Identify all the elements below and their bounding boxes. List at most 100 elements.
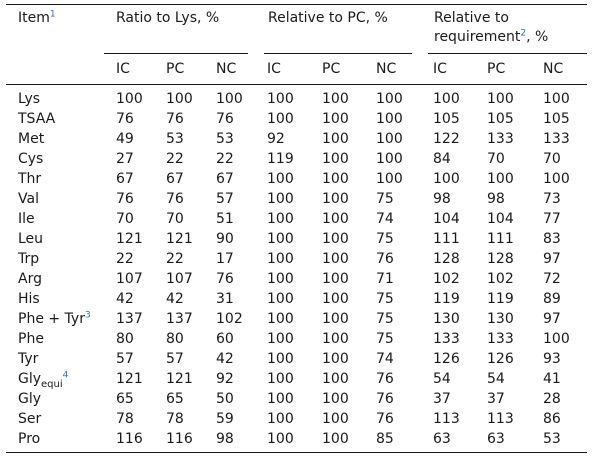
table-cell: 133 (543, 131, 570, 147)
table-cell: 113 (433, 411, 460, 427)
table-cell: 50 (216, 391, 234, 407)
item-name: Gly (18, 371, 42, 387)
subheader-ic: IC (433, 61, 447, 77)
table-cell: 100 (322, 111, 349, 127)
table-cell: 76 (166, 111, 184, 127)
table-cell: 89 (543, 291, 561, 307)
table-cell: 22 (216, 151, 234, 167)
table-cell: 54 (433, 371, 451, 387)
subheader-ic: IC (267, 61, 281, 77)
table-cell: 80 (166, 331, 184, 347)
row-item-label: Leu (18, 231, 43, 247)
table-cell: 41 (543, 371, 561, 387)
table-cell: 128 (433, 251, 460, 267)
table-cell: 53 (166, 131, 184, 147)
subheader-pc: PC (322, 61, 341, 77)
row-item-label: Ile (18, 211, 35, 227)
table-cell: 137 (116, 311, 143, 327)
table-cell: 100 (322, 411, 349, 427)
table-cell: 105 (543, 111, 570, 127)
table-cell: 76 (376, 411, 394, 427)
item-subscript: equi (41, 378, 63, 390)
table-cell: 100 (267, 431, 294, 447)
table-cell: 78 (166, 411, 184, 427)
table-cell: 42 (166, 291, 184, 307)
table-cell: 72 (543, 271, 561, 287)
table-cell: 80 (116, 331, 134, 347)
table-cell: 93 (543, 351, 561, 367)
table-cell: 84 (433, 151, 451, 167)
table-cell: 28 (543, 391, 561, 407)
table-cell: 22 (166, 251, 184, 267)
row-item-label: His (18, 291, 40, 307)
table-cell: 100 (166, 91, 193, 107)
table-cell: 57 (216, 191, 234, 207)
subheader-pc: PC (487, 61, 506, 77)
table-cell: 130 (487, 311, 514, 327)
table-cell: 65 (166, 391, 184, 407)
table-cell: 74 (376, 211, 394, 227)
table-cell: 22 (166, 151, 184, 167)
table-cell: 100 (267, 191, 294, 207)
table-cell: 92 (267, 131, 285, 147)
table-cell: 102 (487, 271, 514, 287)
header-relative-to-requirement-line1: Relative to (434, 10, 509, 26)
table-cell: 53 (216, 131, 234, 147)
table-cell: 100 (376, 151, 403, 167)
table-cell: 67 (166, 171, 184, 187)
table-cell: 126 (433, 351, 460, 367)
table-cell: 97 (543, 311, 561, 327)
table-cell: 100 (322, 271, 349, 287)
table-cell: 57 (116, 351, 134, 367)
table-cell: 119 (487, 291, 514, 307)
table-cell: 100 (116, 91, 143, 107)
table-cell: 121 (166, 231, 193, 247)
table-cell: 78 (116, 411, 134, 427)
table-cell: 75 (376, 331, 394, 347)
table-cell: 100 (322, 311, 349, 327)
row-item-label: Thr (18, 171, 41, 187)
row-item-label: Phe (18, 331, 44, 347)
table-cell: 63 (433, 431, 451, 447)
item-name: Val (18, 191, 39, 207)
row-item-label: Arg (18, 271, 42, 287)
item-name: Cys (18, 151, 44, 167)
row-item-label: Gly (18, 391, 41, 407)
table-cell: 59 (216, 411, 234, 427)
table-cell: 126 (487, 351, 514, 367)
table-cell: 63 (487, 431, 505, 447)
table-cell: 60 (216, 331, 234, 347)
table-cell: 100 (267, 251, 294, 267)
table-cell: 70 (166, 211, 184, 227)
header-ratio-to-lys: Ratio to Lys, % (116, 10, 220, 26)
footnote-marker: 3 (84, 310, 91, 321)
table-cell: 111 (433, 231, 460, 247)
table-cell: 100 (267, 111, 294, 127)
table-cell: 122 (433, 131, 460, 147)
table-cell: 100 (322, 431, 349, 447)
row-item-label: Trp (18, 251, 39, 267)
table-cell: 98 (216, 431, 234, 447)
table-cell: 42 (216, 351, 234, 367)
table-cell: 76 (376, 251, 394, 267)
table-cell: 100 (267, 171, 294, 187)
table-cell: 76 (116, 111, 134, 127)
subheader-pc: PC (166, 61, 185, 77)
group-rule-req (428, 53, 587, 54)
table-cell: 70 (116, 211, 134, 227)
item-name: TSAA (18, 111, 56, 127)
item-name: Pro (18, 431, 41, 447)
table-cell: 100 (322, 171, 349, 187)
header-bottom-rule (6, 84, 587, 85)
table-cell: 100 (322, 251, 349, 267)
table-cell: 100 (267, 211, 294, 227)
table-cell: 130 (433, 311, 460, 327)
table-cell: 100 (322, 291, 349, 307)
table-cell: 37 (487, 391, 505, 407)
item-name: Arg (18, 271, 42, 287)
item-name: Ser (18, 411, 42, 427)
item-name: Trp (18, 251, 40, 267)
table-cell: 137 (166, 311, 193, 327)
table-cell: 105 (433, 111, 460, 127)
